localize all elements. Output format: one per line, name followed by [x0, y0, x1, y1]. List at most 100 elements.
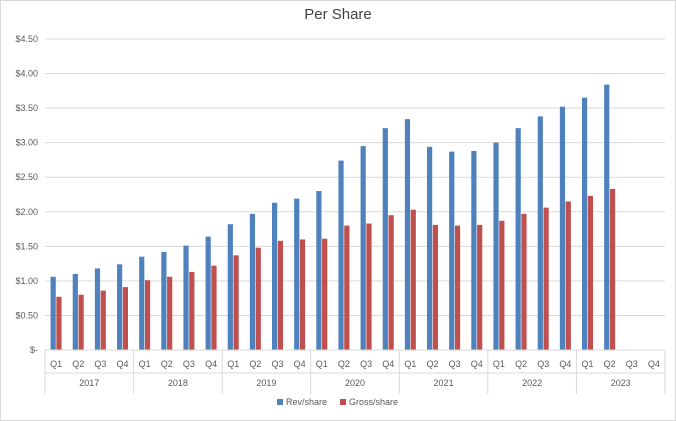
bar-gross-share	[454, 225, 461, 350]
y-tick-label: $4.50	[15, 34, 38, 44]
bar-rev-share	[493, 142, 499, 350]
quarter-label: Q4	[205, 359, 217, 369]
quarter-label: Q1	[581, 359, 593, 369]
bar-rev-share	[471, 150, 477, 350]
grid-layer	[45, 38, 665, 351]
quarter-label: Q2	[515, 359, 527, 369]
legend-swatch	[340, 399, 346, 405]
bar-rev-share	[249, 213, 256, 350]
bar-gross-share	[277, 240, 283, 350]
year-label: 2023	[611, 378, 631, 388]
bar-rev-share	[205, 236, 211, 350]
quarter-label: Q4	[382, 359, 394, 369]
bar-rev-share	[427, 146, 433, 350]
quarter-label: Q4	[648, 359, 660, 369]
legend-swatch	[277, 399, 283, 405]
y-tick-label: $3.00	[15, 138, 38, 148]
bar-gross-share	[322, 238, 328, 350]
year-label: 2019	[256, 378, 276, 388]
year-label: 2017	[79, 378, 99, 388]
bar-rev-share	[582, 97, 588, 350]
bar-gross-share	[255, 247, 261, 350]
quarter-label: Q2	[249, 359, 261, 369]
quarter-label: Q1	[139, 359, 151, 369]
quarter-label: Q2	[72, 359, 84, 369]
bar-gross-share	[78, 294, 84, 350]
year-label: 2022	[522, 378, 542, 388]
quarter-label: Q3	[626, 359, 638, 369]
quarter-label: Q2	[426, 359, 438, 369]
bar-rev-share	[360, 146, 366, 350]
bar-rev-share	[449, 151, 455, 350]
bar-gross-share	[366, 223, 372, 350]
y-tick-label: $-	[30, 345, 38, 355]
bar-rev-share	[404, 119, 411, 351]
bar-gross-share	[211, 265, 217, 350]
bar-rev-share	[559, 106, 566, 351]
y-tick-label: $3.50	[15, 103, 38, 113]
bar-gross-share	[388, 215, 394, 350]
bar-gross-share	[609, 188, 616, 350]
chart-title: Per Share	[304, 6, 372, 23]
quarter-label: Q3	[449, 359, 461, 369]
bar-rev-share	[139, 256, 145, 350]
bar-gross-share	[56, 296, 62, 350]
quarter-label: Q2	[161, 359, 173, 369]
quarter-label: Q1	[227, 359, 239, 369]
quarter-label: Q3	[271, 359, 283, 369]
bar-rev-share	[316, 191, 322, 350]
quarter-label: Q2	[338, 359, 350, 369]
quarter-label: Q1	[50, 359, 62, 369]
bar-rev-share	[94, 268, 101, 350]
quarter-label: Q3	[183, 359, 195, 369]
bar-gross-share	[477, 224, 483, 350]
bar-rev-share	[515, 128, 521, 350]
quarter-label: Q4	[116, 359, 128, 369]
bar-rev-share	[604, 84, 610, 350]
axis-layer: $- $0.50 $1.00 $1.50 $2.00 $2.50 $3.00 $3.50 $4.…	[15, 34, 666, 394]
legend-label: Gross/share	[349, 397, 398, 407]
y-tick-label: $2.50	[15, 172, 38, 182]
bar-rev-share	[50, 276, 56, 350]
bar-rev-share	[72, 273, 78, 350]
bar-gross-share	[122, 287, 128, 350]
bar-gross-share	[344, 225, 350, 350]
bar-gross-share	[189, 271, 195, 350]
quarter-label: Q1	[316, 359, 328, 369]
bar-gross-share	[432, 224, 438, 350]
bar-rev-share	[272, 202, 278, 350]
quarter-label: Q4	[294, 359, 306, 369]
legend-label: Rev/share	[286, 397, 327, 407]
quarter-label: Q1	[404, 359, 416, 369]
bar-rev-share	[117, 264, 123, 350]
bar-gross-share	[144, 280, 151, 350]
bar-rev-share	[227, 224, 233, 350]
bar-rev-share	[161, 251, 167, 350]
y-tick-label: $1.50	[15, 241, 38, 251]
quarter-label: Q3	[360, 359, 372, 369]
year-label: 2020	[345, 378, 365, 388]
bar-rev-share	[294, 198, 300, 350]
quarter-label: Q3	[94, 359, 106, 369]
bar-gross-share	[587, 195, 593, 350]
year-label: 2018	[168, 378, 188, 388]
y-tick-label: $1.00	[15, 276, 38, 286]
quarter-label: Q4	[471, 359, 483, 369]
bar-rev-share	[338, 160, 344, 350]
bar-rev-share	[382, 128, 388, 350]
bar-gross-share	[499, 220, 505, 350]
y-tick-label: $0.50	[15, 310, 38, 320]
bar-layer	[50, 84, 616, 351]
bar-rev-share	[183, 245, 189, 350]
bar-gross-share	[543, 207, 549, 350]
y-tick-label: $2.00	[15, 207, 38, 217]
year-label: 2021	[434, 378, 454, 388]
legend-layer: Rev/share Gross/share	[277, 397, 398, 407]
bar-gross-share	[410, 209, 416, 350]
quarter-label: Q3	[537, 359, 549, 369]
bar-gross-share	[167, 276, 173, 350]
bar-gross-share	[233, 255, 239, 350]
bar-rev-share	[537, 116, 543, 350]
y-tick-label: $4.00	[15, 69, 38, 79]
